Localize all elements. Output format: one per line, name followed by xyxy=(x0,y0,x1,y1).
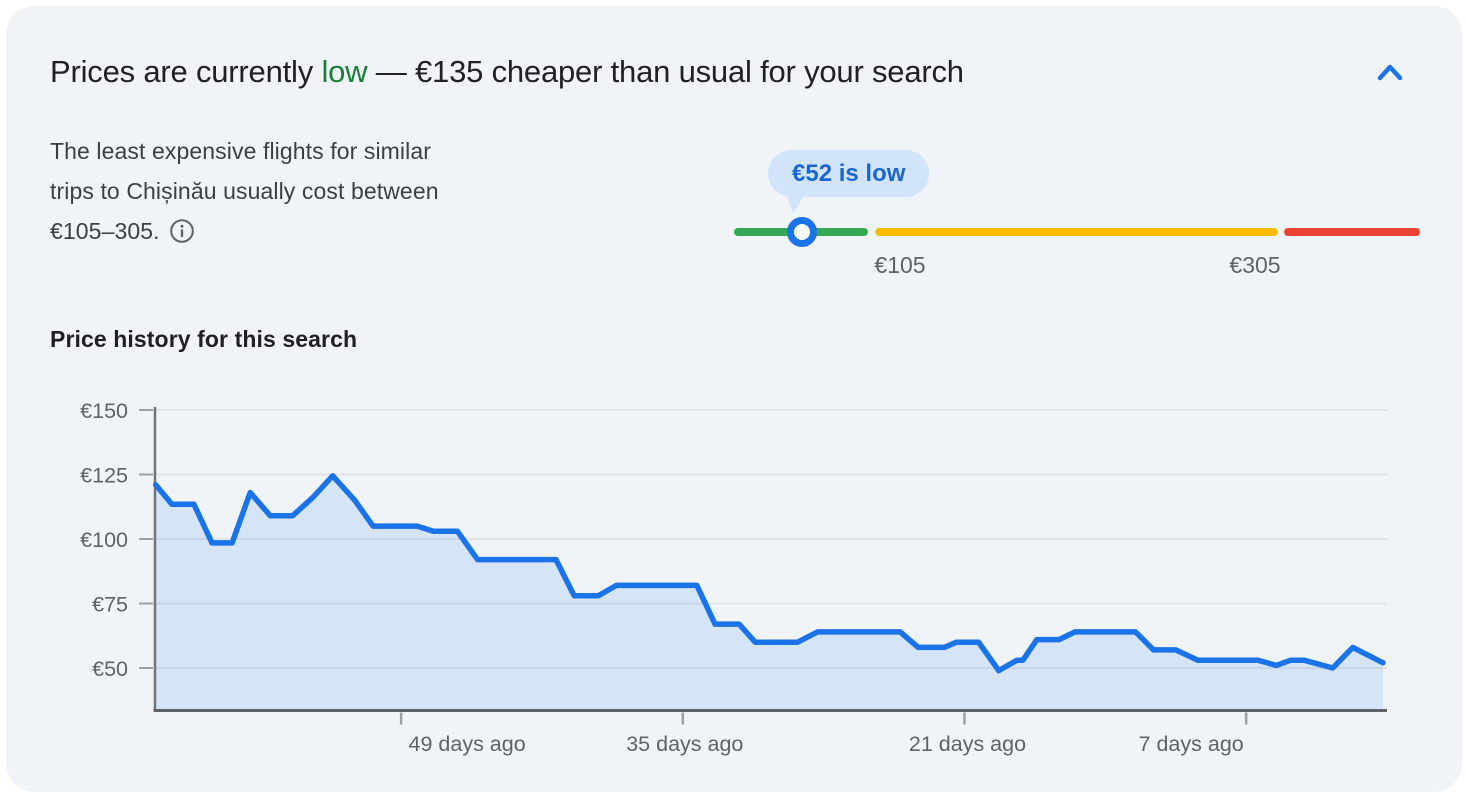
x-axis-label: 35 days ago xyxy=(626,732,743,756)
tooltip-label: €52 is low xyxy=(792,160,906,187)
y-axis-label: €50 xyxy=(92,657,128,681)
chevron-up-icon xyxy=(1373,60,1407,89)
collapse-button[interactable] xyxy=(1366,50,1414,98)
current-price-tooltip: €52 is low xyxy=(768,150,930,197)
price-range-description: The least expensive flights for similar … xyxy=(50,131,439,251)
typical-low-label: €105 xyxy=(874,252,926,278)
price-line xyxy=(152,473,1386,674)
title-suffix: — €135 cheaper than usual for your searc… xyxy=(367,54,964,89)
x-axis-label: 7 days ago xyxy=(1139,732,1244,756)
y-axis-label: €75 xyxy=(92,593,128,617)
price-history-chart[interactable]: €150 €125 €100 €75 €50 49 days ago 35 days ago… xyxy=(60,395,1420,770)
price-history-heading: Price history for this search xyxy=(50,326,358,352)
price-level-status: low xyxy=(321,54,368,89)
description-line: trips to Chișinău usually cost between xyxy=(50,178,439,204)
y-axis-label: €125 xyxy=(80,464,128,488)
y-axis-label: €100 xyxy=(80,528,128,552)
x-axis-label: 21 days ago xyxy=(909,732,1026,756)
info-icon[interactable] xyxy=(169,216,195,243)
typical-high-label: €305 xyxy=(1229,252,1281,278)
description-line: €105–305. xyxy=(50,218,160,244)
page-title: Prices are currently low — €135 cheaper … xyxy=(50,52,964,92)
slider-typical-segment xyxy=(875,228,1278,236)
x-axis-label: 49 days ago xyxy=(409,732,526,756)
title-prefix: Prices are currently xyxy=(50,54,322,89)
slider-knob xyxy=(787,217,817,247)
description-line: The least expensive flights for similar xyxy=(50,138,431,164)
y-axis-label: €150 xyxy=(80,399,128,423)
slider-high-segment xyxy=(1284,228,1420,236)
tooltip-tail xyxy=(786,193,806,213)
